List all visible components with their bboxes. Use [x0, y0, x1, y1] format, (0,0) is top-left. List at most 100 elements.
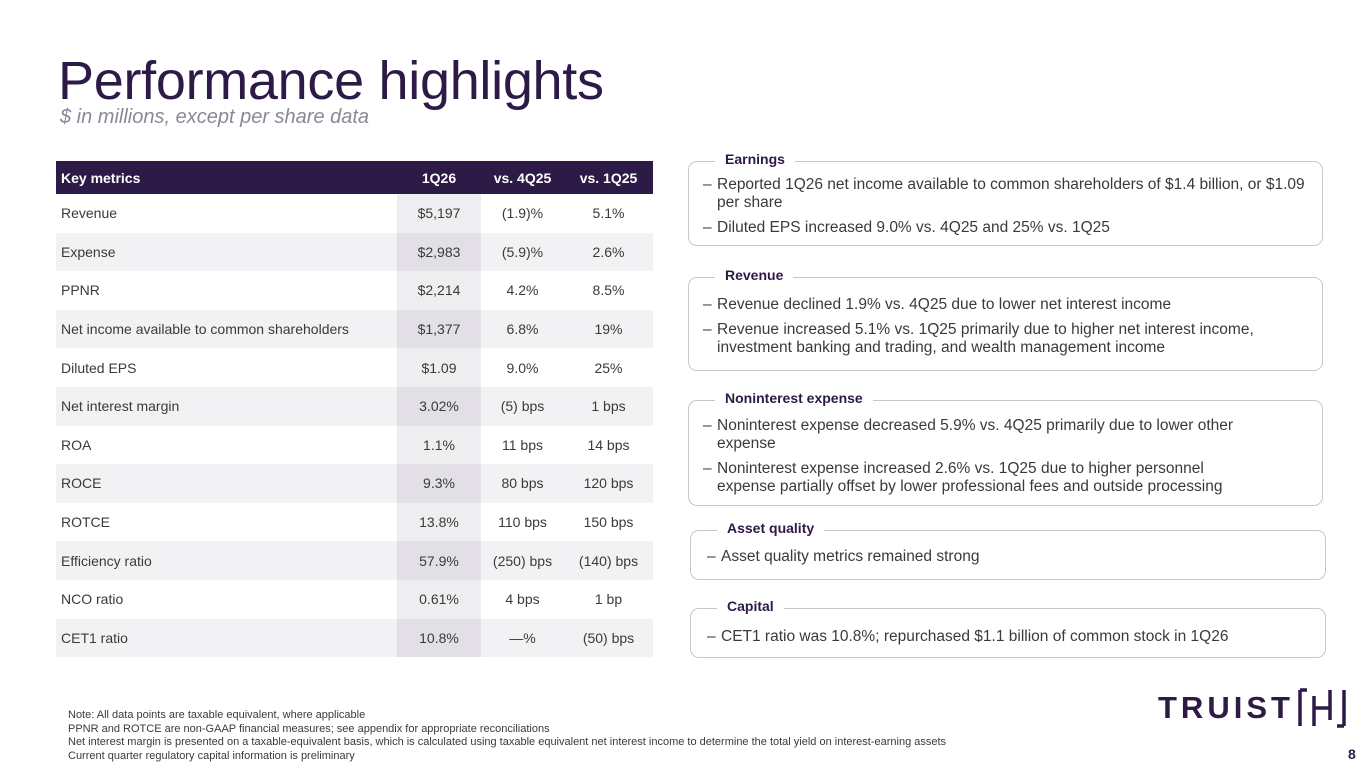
table-row: PPNR $2,214 4.2% 8.5%: [56, 271, 653, 310]
table-row: Net income available to common sharehold…: [56, 309, 653, 349]
header-vs-4q25: vs. 4Q25: [481, 161, 564, 194]
metric-vs-1q25: 1 bps: [564, 386, 653, 426]
metric-vs-4q25: 110 bps: [481, 502, 564, 542]
metric-label: Net income available to common sharehold…: [56, 309, 397, 349]
metric-vs-1q25: 150 bps: [564, 502, 653, 542]
metric-label: PPNR: [56, 271, 397, 310]
list-item: – Reported 1Q26 net income available to c…: [689, 176, 1322, 212]
metric-vs-4q25: 4 bps: [481, 579, 564, 619]
metric-label: Revenue: [56, 194, 397, 233]
metric-vs-4q25: 6.8%: [481, 309, 564, 349]
metric-vs-1q25: (140) bps: [564, 541, 653, 580]
asset-quality-section: Asset quality – Asset quality metrics rem…: [690, 520, 1326, 580]
bullet-dash: –: [703, 219, 712, 236]
list-item: – CET1 ratio was 10.8%; repurchased $1.1 …: [693, 628, 1325, 646]
table-row: ROA 1.1% 11 bps 14 bps: [56, 425, 653, 465]
noninterest-expense-bullets: – Noninterest expense decreased 5.9% vs. …: [689, 417, 1252, 496]
metric-label: Diluted EPS: [56, 348, 397, 387]
metric-1q26: $2,214: [397, 271, 481, 310]
list-item: – Diluted EPS increased 9.0% vs. 4Q25 and…: [689, 219, 1322, 237]
table-row: Efficiency ratio 57.9% (250) bps (140) b…: [56, 541, 653, 580]
table-row: Revenue $5,197 (1.9)% 5.1%: [56, 194, 653, 233]
revenue-title: Revenue: [715, 267, 794, 283]
truist-h-icon: [1298, 688, 1346, 728]
page-number: 8: [1348, 746, 1356, 762]
metric-vs-4q25: (5) bps: [481, 386, 564, 426]
list-item: – Asset quality metrics remained strong: [693, 548, 1325, 566]
metric-vs-1q25: 14 bps: [564, 425, 653, 465]
metric-label: Efficiency ratio: [56, 541, 397, 580]
header-key-metrics: Key metrics: [56, 161, 397, 194]
header-1q26: 1Q26: [397, 161, 481, 194]
revenue-section: Revenue – Revenue declined 1.9% vs. 4Q25 …: [688, 267, 1323, 371]
page-subtitle: $ in millions, except per share data: [60, 106, 370, 128]
metric-1q26: $1,377: [397, 309, 481, 349]
table-row: CET1 ratio 10.8% —% (50) bps: [56, 618, 653, 658]
footnote: Net interest margin is presented on a ta…: [68, 736, 947, 748]
table-row: Diluted EPS $1.09 9.0% 25%: [56, 348, 653, 387]
table-row: ROCE 9.3% 80 bps 120 bps: [56, 464, 653, 503]
metric-vs-4q25: (250) bps: [481, 541, 564, 580]
table-row: NCO ratio 0.61% 4 bps 1 bp: [56, 579, 653, 619]
metric-1q26: 13.8%: [397, 502, 481, 542]
metric-vs-1q25: 1 bp: [564, 579, 653, 619]
metric-1q26: $1.09: [397, 348, 481, 387]
bullet-dash: –: [707, 628, 716, 645]
list-item: – Noninterest expense increased 2.6% vs. …: [689, 460, 1252, 496]
metric-label: Net interest margin: [56, 386, 397, 426]
metric-vs-1q25: 2.6%: [564, 232, 653, 272]
noninterest-expense-section: Noninterest expense – Noninterest expense…: [688, 390, 1323, 506]
metric-1q26: 1.1%: [397, 425, 481, 465]
metric-vs-4q25: 4.2%: [481, 271, 564, 310]
bullet-dash: –: [703, 460, 712, 477]
metric-1q26: 3.02%: [397, 386, 481, 426]
revenue-bullets: – Revenue declined 1.9% vs. 4Q25 due to l…: [689, 296, 1322, 357]
metric-vs-4q25: —%: [481, 618, 564, 658]
metric-1q26: 57.9%: [397, 541, 481, 580]
metric-vs-1q25: (50) bps: [564, 618, 653, 658]
metric-vs-1q25: 25%: [564, 348, 653, 387]
table-row: Expense $2,983 (5.9)% 2.6%: [56, 232, 653, 272]
bullet-dash: –: [707, 548, 716, 565]
earnings-bullets: – Reported 1Q26 net income available to c…: [689, 176, 1322, 237]
bullet-text: Reported 1Q26 net income available to co…: [717, 176, 1305, 211]
metric-vs-4q25: 9.0%: [481, 348, 564, 387]
capital-bullets: – CET1 ratio was 10.8%; repurchased $1.1 …: [693, 628, 1325, 646]
footnote: PPNR and ROTCE are non-GAAP financial me…: [68, 722, 550, 735]
metric-1q26: 9.3%: [397, 464, 481, 503]
header-vs-1q25: vs. 1Q25: [564, 161, 653, 194]
noninterest-expense-title: Noninterest expense: [715, 390, 873, 406]
capital-title: Capital: [717, 598, 784, 614]
bullet-text: CET1 ratio was 10.8%; repurchased $1.1 b…: [721, 628, 1229, 645]
metric-vs-1q25: 120 bps: [564, 464, 653, 503]
list-item: – Revenue increased 5.1% vs. 1Q25 primari…: [689, 321, 1322, 357]
asset-quality-bullets: – Asset quality metrics remained strong: [693, 548, 1325, 566]
list-item: – Noninterest expense decreased 5.9% vs. …: [689, 417, 1252, 453]
metric-vs-4q25: 11 bps: [481, 425, 564, 465]
asset-quality-title: Asset quality: [717, 520, 825, 536]
bullet-dash: –: [703, 321, 712, 338]
bullet-dash: –: [703, 296, 712, 313]
metric-label: NCO ratio: [56, 579, 397, 619]
bullet-text: Noninterest expense increased 2.6% vs. 1…: [717, 460, 1223, 495]
metric-vs-1q25: 5.1%: [564, 194, 653, 233]
truist-logo: TRUIST: [1158, 688, 1346, 728]
table-header-row: Key metrics 1Q26 vs. 4Q25 vs. 1Q25: [56, 161, 653, 194]
list-item: – Revenue declined 1.9% vs. 4Q25 due to l…: [689, 296, 1322, 314]
footnote: Current quarter regulatory capital infor…: [68, 749, 355, 762]
metric-label: CET1 ratio: [56, 618, 397, 658]
table-row: Net interest margin 3.02% (5) bps 1 bps: [56, 386, 653, 426]
metric-label: ROA: [56, 425, 397, 465]
metric-vs-1q25: 8.5%: [564, 271, 653, 310]
page-title: Performance highlights: [58, 51, 604, 111]
metric-vs-1q25: 19%: [564, 309, 653, 349]
bullet-dash: –: [703, 176, 712, 193]
bullet-text: Noninterest expense decreased 5.9% vs. 4…: [717, 417, 1234, 452]
earnings-section: Earnings – Reported 1Q26 net income avail…: [688, 151, 1323, 246]
metric-1q26: 10.8%: [397, 618, 481, 658]
footnotes: Note: All data points are taxable equiva…: [68, 709, 946, 763]
table-row: ROTCE 13.8% 110 bps 150 bps: [56, 502, 653, 542]
bullet-text: Revenue increased 5.1% vs. 1Q25 primaril…: [717, 321, 1254, 356]
key-metrics-table: Key metrics 1Q26 vs. 4Q25 vs. 1Q25 Reven…: [56, 161, 653, 658]
metric-label: Expense: [56, 232, 397, 272]
